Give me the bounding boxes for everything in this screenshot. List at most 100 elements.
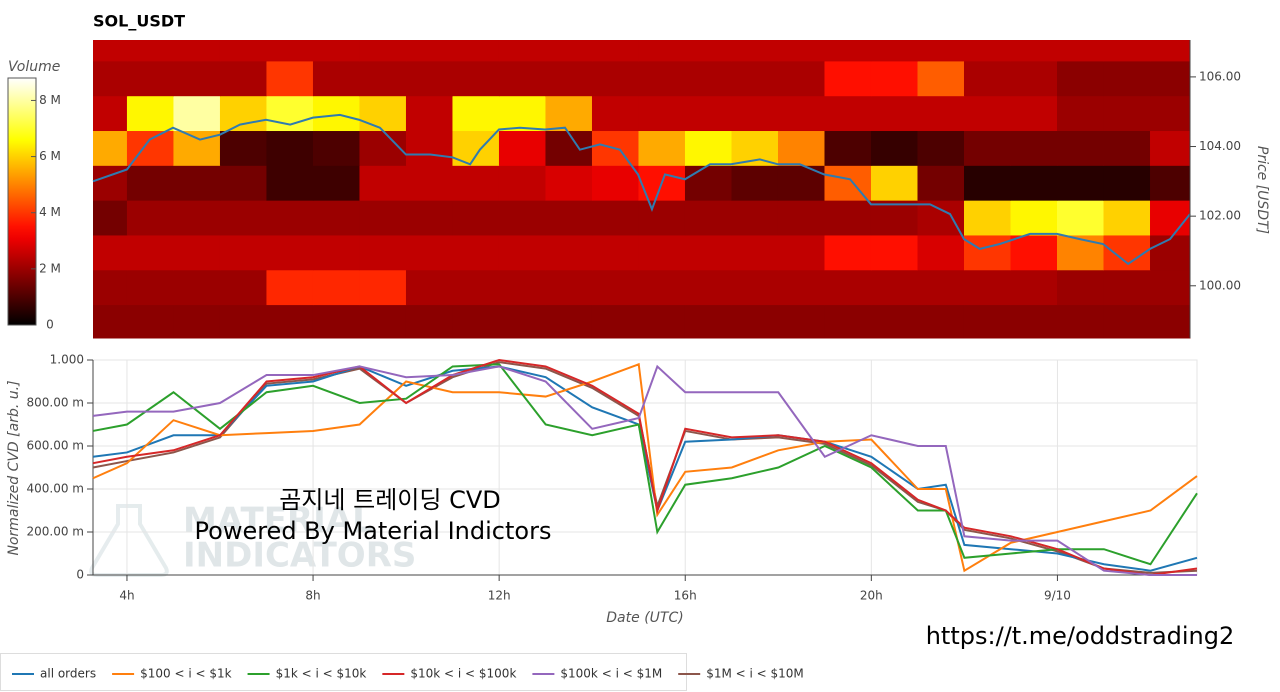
y-tick-label: 1.000 [50,353,84,367]
heatmap-cell [1150,130,1191,166]
heatmap-cell [93,304,128,339]
heatmap-cell [963,200,1011,236]
x-tick-label: 20h [860,589,883,603]
heatmap-cell [824,60,872,97]
heatmap-cell [126,95,174,132]
heatmap-cell [963,60,1011,97]
heatmap-cell [1010,95,1058,132]
watermark: MATERIAL INDICATORS [89,501,416,577]
heatmap-cell [1010,269,1058,306]
heatmap-cell [777,40,825,62]
heatmap-cell [1150,95,1191,132]
heatmap-cell [731,165,779,201]
heatmap-cell [824,130,872,166]
heatmap-cell [219,200,267,236]
heatmap-cell [870,40,918,62]
y2-tick-label: 100.00 [1199,278,1241,292]
y-tick-label: 800.00 m [27,396,85,410]
heatmap-cell [93,95,128,132]
heatmap-cell [405,200,453,236]
heatmap-cell [638,60,686,97]
heatmap-cell [684,200,732,236]
heatmap-cell [824,304,872,339]
heatmap-cell [917,234,965,271]
heatmap-cell [1057,95,1105,132]
heatmap-cell [266,60,314,97]
chart-title: SOL_USDT [93,12,185,31]
heatmap-cell [870,95,918,132]
heatmap-cell [1057,130,1105,166]
heatmap-cell [1150,200,1191,236]
heatmap-cell [266,40,314,62]
heatmap-cell [1010,165,1058,201]
heatmap-cell [963,165,1011,201]
heatmap-cell [1150,40,1191,62]
heatmap-cell [405,234,453,271]
legend-label: $1k < i < $10k [276,667,367,681]
heatmap-cell [312,165,360,201]
heatmap-cell [498,95,546,132]
legend-label: $1M < i < $10M [706,667,804,681]
heatmap-cell [638,200,686,236]
heatmap-cell [1057,165,1105,201]
heatmap-cell [312,40,360,62]
heatmap-cell [963,40,1011,62]
y-tick-label: 200.00 m [27,525,85,539]
heatmap-cell [591,60,639,97]
watermark-text: MATERIAL [183,501,374,541]
heatmap-cell [1103,40,1151,62]
colorbar-tick-label: 0 [46,318,54,332]
legend-label: $100 < i < $1k [140,667,232,681]
heatmap-cell [219,40,267,62]
heatmap-cell [917,200,965,236]
heatmap-cell [359,269,407,306]
heatmap-cell [219,95,267,132]
heatmap-cell [824,269,872,306]
heatmap-cell [266,304,314,339]
price-line [92,113,1191,266]
heatmap-cell [1103,269,1151,306]
heatmap-cell [126,234,174,271]
x-tick-label: 8h [305,589,320,603]
y2-tick-label: 104.00 [1199,139,1241,153]
colorbar-tick-label: 2 M [39,261,61,275]
heatmap-cell [591,95,639,132]
heatmap-cell [359,40,407,62]
heatmap-cell [498,304,546,339]
heatmap-cell [498,269,546,306]
heatmap-cell [731,269,779,306]
heatmap-cell [93,200,128,236]
heatmap-cell [917,269,965,306]
heatmap-cell [917,165,965,201]
heatmap-cell [405,165,453,201]
heatmap-cell [777,60,825,97]
heatmap-cell [452,165,500,201]
heatmap-cell [126,60,174,97]
heatmap-cell [917,40,965,62]
heatmap-cell [545,304,593,339]
heatmap-cell [917,304,965,339]
heatmap-cell [963,130,1011,166]
heatmap-cell [684,304,732,339]
heatmap-cell [312,60,360,97]
heatmap-cell [777,95,825,132]
heatmap-cell [824,200,872,236]
heatmap-cell [777,304,825,339]
heatmap-cell [405,304,453,339]
y2-tick-label: 102.00 [1199,209,1241,223]
heatmap-cell [870,304,918,339]
heatmap-cell [1103,234,1151,271]
heatmap-cell [93,40,128,62]
heatmap-cell [870,234,918,271]
heatmap-cell [545,200,593,236]
heatmap-cell [498,60,546,97]
heatmap-cell [917,130,965,166]
heatmap-cell [963,304,1011,339]
heatmap-cell [126,165,174,201]
heatmap-cell [1057,200,1105,236]
x-tick-label: 4h [119,589,134,603]
heatmap-cell [266,234,314,271]
cvd-line [92,363,1198,566]
heatmap-cell [405,95,453,132]
heatmap-cell [312,304,360,339]
